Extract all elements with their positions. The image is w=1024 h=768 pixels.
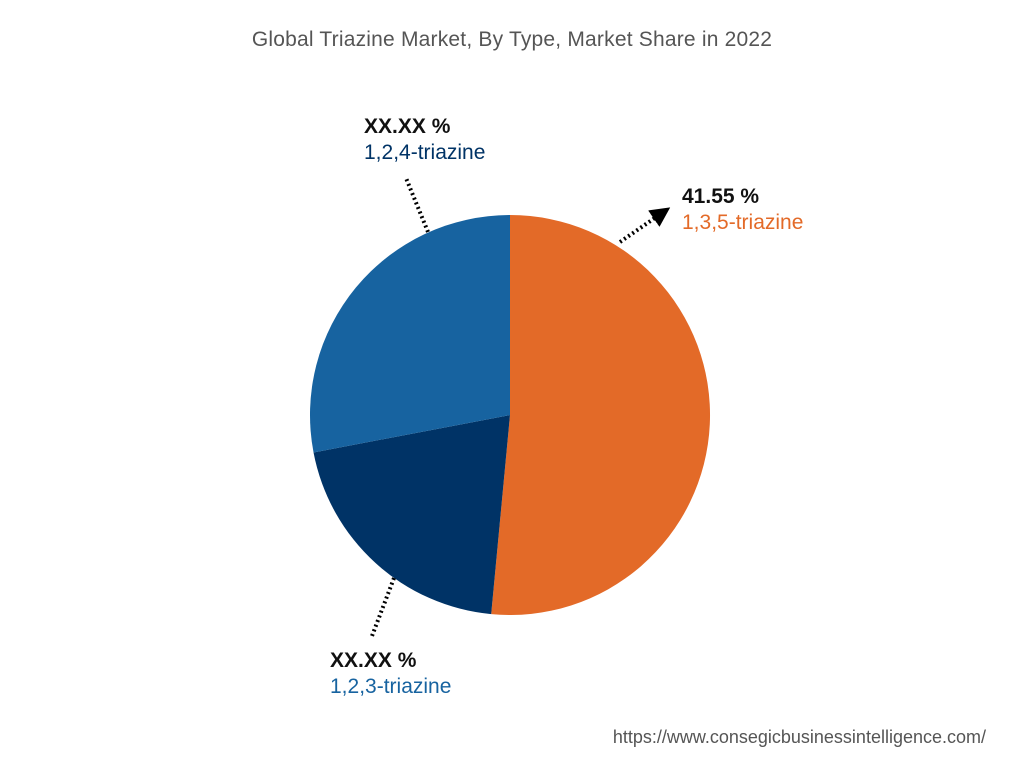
slice-label-1-3-5: 41.55 % 1,3,5-triazine bbox=[682, 184, 803, 237]
slice-label-1-2-3: XX.XX % 1,2,3-triazine bbox=[330, 648, 451, 701]
chart-title: Global Triazine Market, By Type, Market … bbox=[251, 28, 773, 51]
leader-line-1-2-4 bbox=[404, 177, 430, 233]
pie-slices bbox=[309, 214, 711, 615]
source-url: https://www.consegicbusinessintelligence… bbox=[612, 727, 986, 747]
leader-line-1-3-5 bbox=[618, 207, 671, 244]
slice-name-1-2-3: 1,2,3-triazine bbox=[330, 675, 452, 699]
slice-label-1-2-4: XX.XX % 1,2,4-triazine bbox=[364, 114, 485, 167]
leader-lines bbox=[370, 177, 671, 637]
leader-line-1-2-3 bbox=[370, 577, 396, 637]
pie-slice-1-2-4-triazine bbox=[309, 214, 510, 453]
slice-name-1-3-5: 1,3,5-triazine bbox=[682, 211, 804, 235]
pie-slice-1-3-5-triazine bbox=[491, 215, 711, 615]
slice-value-1-2-4: XX.XX % bbox=[364, 115, 451, 138]
slice-value-1-3-5: 41.55 % bbox=[682, 185, 760, 208]
slice-value-1-2-3: XX.XX % bbox=[330, 649, 417, 672]
slice-name-1-2-4: 1,2,4-triazine bbox=[364, 141, 486, 165]
pie-slice-1-2-3-triazine bbox=[313, 415, 510, 615]
